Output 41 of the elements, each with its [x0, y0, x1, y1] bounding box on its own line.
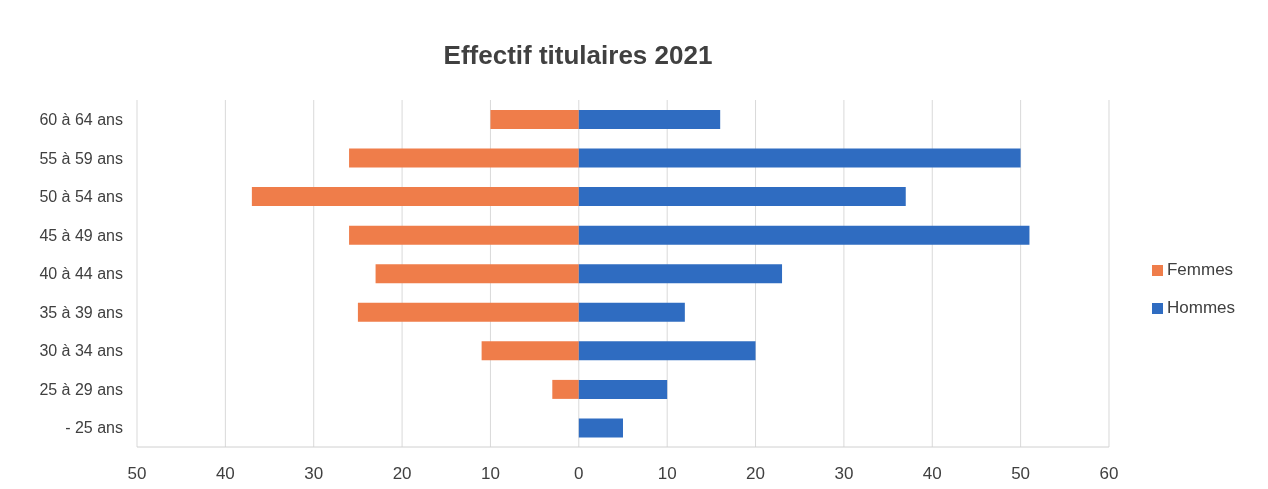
legend-label: Hommes	[1166, 298, 1235, 317]
legend-label: Femmes	[1166, 260, 1234, 279]
x-tick-label: 20	[392, 464, 412, 484]
y-tick-label: - 25 ans	[65, 419, 123, 437]
x-tick-label: 10	[480, 464, 500, 484]
y-tick-label: 30 à 34 ans	[39, 342, 123, 360]
chart-title: Effectif titulaires 2021	[442, 39, 714, 72]
bar	[578, 264, 783, 284]
x-tick-label: 50	[1011, 464, 1031, 484]
y-tick-label: 45 à 49 ans	[39, 226, 123, 244]
bar	[349, 225, 579, 245]
x-tick-label: 40	[215, 464, 235, 484]
y-tick-label: 60 à 64 ans	[39, 110, 123, 128]
bar	[578, 187, 906, 207]
bar	[490, 110, 579, 129]
y-tick-label: 40 à 44 ans	[39, 265, 123, 283]
bar	[552, 379, 579, 399]
bar	[481, 341, 579, 361]
bar	[578, 418, 623, 438]
x-tick-label: 40	[922, 464, 942, 484]
bar	[578, 148, 1021, 168]
bar	[578, 302, 685, 322]
x-tick-label: 50	[127, 464, 147, 484]
bar	[578, 379, 668, 399]
x-tick-label: 0	[574, 464, 584, 484]
x-tick-label: 30	[834, 464, 854, 484]
x-tick-label: 20	[746, 464, 765, 484]
x-tick-label: 10	[657, 464, 677, 484]
bar	[357, 302, 579, 322]
x-tick-label: 30	[304, 464, 324, 484]
y-tick-label: 35 à 39 ans	[39, 303, 123, 321]
x-tick-label: 60	[1099, 464, 1119, 484]
bar	[349, 148, 579, 168]
bar	[578, 341, 756, 361]
y-tick-label: 50 à 54 ans	[39, 188, 123, 206]
y-tick-label: 25 à 29 ans	[39, 380, 123, 398]
bar	[578, 110, 721, 129]
bar	[578, 225, 1030, 245]
bar	[251, 187, 579, 207]
bar	[375, 264, 579, 284]
y-tick-label: 55 à 59 ans	[39, 149, 123, 167]
